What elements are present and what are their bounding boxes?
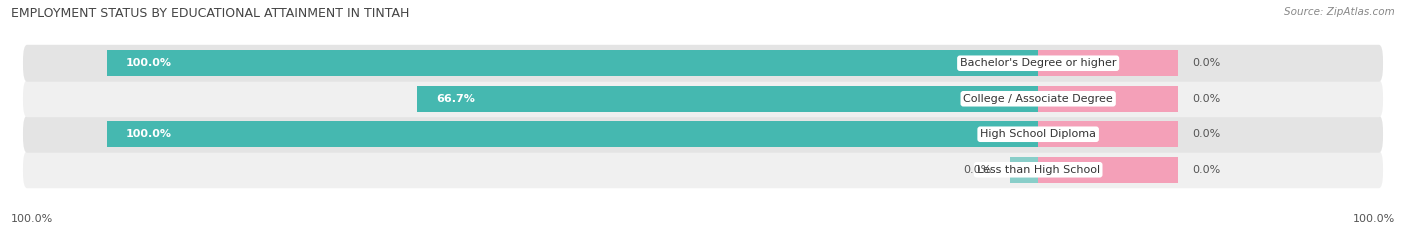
Text: 66.7%: 66.7% (436, 94, 475, 104)
Text: Bachelor's Degree or higher: Bachelor's Degree or higher (960, 58, 1116, 68)
Text: 0.0%: 0.0% (963, 165, 991, 175)
FancyBboxPatch shape (22, 80, 1384, 117)
Text: EMPLOYMENT STATUS BY EDUCATIONAL ATTAINMENT IN TINTAH: EMPLOYMENT STATUS BY EDUCATIONAL ATTAINM… (11, 7, 409, 20)
Bar (1038, 86, 1178, 112)
Bar (1038, 157, 1178, 182)
Text: Less than High School: Less than High School (977, 165, 1099, 175)
Text: 0.0%: 0.0% (1192, 58, 1220, 68)
Bar (107, 121, 1038, 147)
Text: 0.0%: 0.0% (1192, 165, 1220, 175)
Text: 100.0%: 100.0% (125, 58, 172, 68)
Text: College / Associate Degree: College / Associate Degree (963, 94, 1114, 104)
Text: 0.0%: 0.0% (1192, 94, 1220, 104)
Text: High School Diploma: High School Diploma (980, 129, 1097, 139)
FancyBboxPatch shape (22, 151, 1384, 188)
Bar (418, 86, 1038, 112)
Bar (1011, 157, 1038, 182)
Text: Source: ZipAtlas.com: Source: ZipAtlas.com (1284, 7, 1395, 17)
Text: 100.0%: 100.0% (1353, 214, 1395, 224)
Text: 100.0%: 100.0% (11, 214, 53, 224)
FancyBboxPatch shape (22, 116, 1384, 153)
Bar (1038, 51, 1178, 76)
FancyBboxPatch shape (22, 45, 1384, 82)
Bar (1038, 121, 1178, 147)
Text: 0.0%: 0.0% (1192, 129, 1220, 139)
Text: 100.0%: 100.0% (125, 129, 172, 139)
Bar (107, 51, 1038, 76)
